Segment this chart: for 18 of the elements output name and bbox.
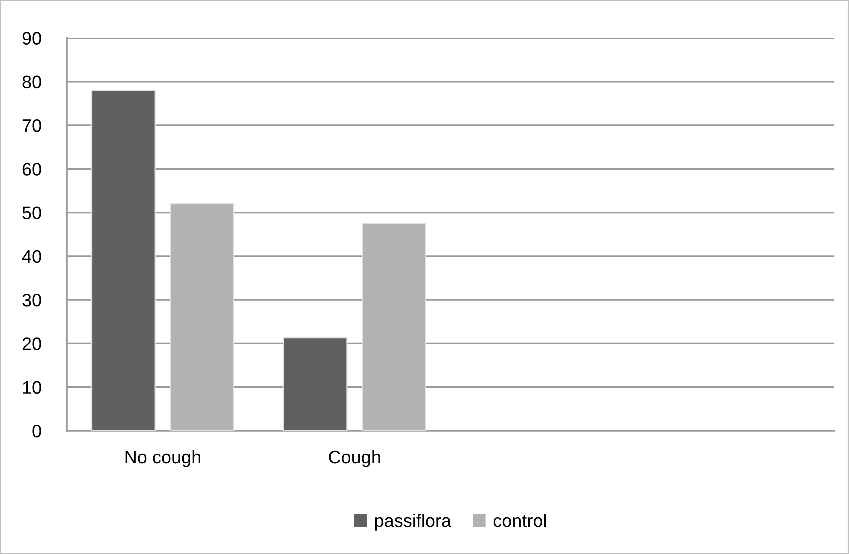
legend-label: control: [494, 514, 546, 528]
bar: [283, 338, 348, 432]
y-tick-label: 50: [22, 206, 42, 220]
bar: [362, 223, 426, 432]
y-tick-label: 70: [22, 119, 42, 132]
x-tick-label: Cough: [329, 450, 380, 468]
bar: [91, 90, 156, 432]
bar: [170, 204, 235, 432]
y-tick-label: 30: [22, 294, 42, 307]
y-tick-label: 60: [22, 163, 42, 176]
y-tick-label: 0: [32, 424, 42, 438]
y-tick-label: 40: [22, 250, 42, 264]
y-tick-label: 10: [23, 381, 42, 394]
x-tick-label: No cough: [126, 450, 200, 468]
y-tick-label: 90: [22, 32, 42, 45]
y-tick-label: 80: [22, 76, 42, 89]
y-tick-label: 20: [22, 338, 42, 350]
legend-label: passiflora: [375, 514, 452, 531]
